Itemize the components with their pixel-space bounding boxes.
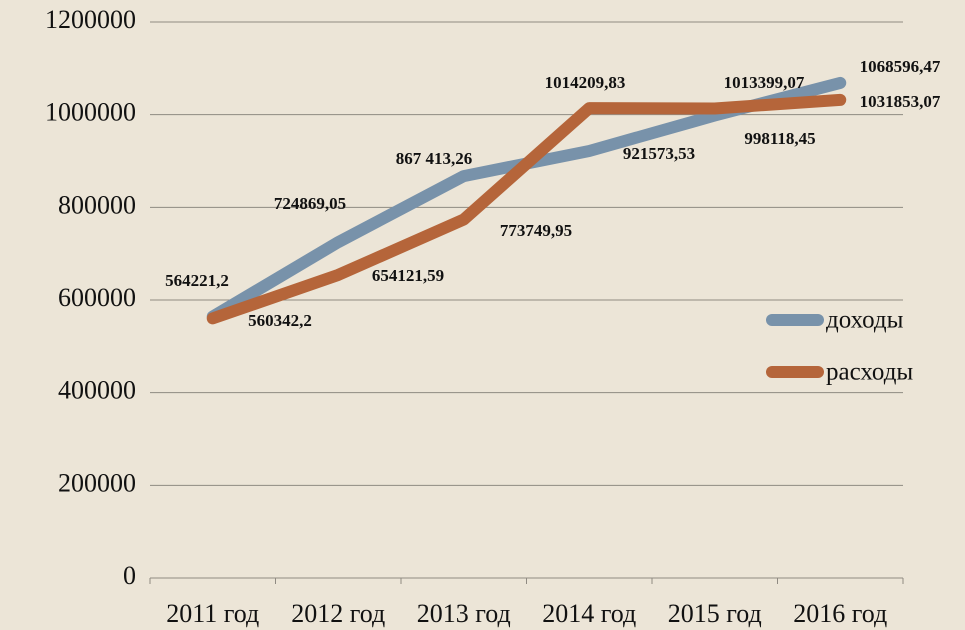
data-label: 1014209,83 <box>545 73 626 92</box>
data-label: 1068596,47 <box>860 57 941 76</box>
data-label: 773749,95 <box>500 221 572 240</box>
legend-label: расходы <box>826 359 913 386</box>
data-label: 998118,45 <box>744 129 815 148</box>
legend-label: доходы <box>826 307 904 334</box>
y-tick-label: 600000 <box>58 283 136 312</box>
x-tick-label: 2014 год <box>542 599 636 628</box>
y-tick-label: 200000 <box>58 468 136 497</box>
y-tick-label: 800000 <box>58 190 136 219</box>
data-label: 560342,2 <box>248 311 312 330</box>
series-line <box>206 93 847 325</box>
x-tick-label: 2013 год <box>417 599 511 628</box>
data-label: 1013399,07 <box>724 73 805 92</box>
x-tick-label: 2015 год <box>668 599 762 628</box>
y-tick-label: 400000 <box>58 376 136 405</box>
x-tick-label: 2012 год <box>291 599 385 628</box>
y-tick-label: 0 <box>123 561 136 590</box>
y-tick-label: 1200000 <box>45 5 136 34</box>
data-label: 564221,2 <box>165 271 229 290</box>
x-tick-label: 2011 год <box>166 599 259 628</box>
data-label: 921573,53 <box>623 144 695 163</box>
data-label: 867 413,26 <box>396 149 473 168</box>
data-label: 1031853,07 <box>860 92 941 111</box>
x-tick-label: 2016 год <box>793 599 887 628</box>
data-label: 724869,05 <box>274 194 346 213</box>
y-tick-label: 1000000 <box>45 98 136 127</box>
data-label: 654121,59 <box>372 266 444 285</box>
